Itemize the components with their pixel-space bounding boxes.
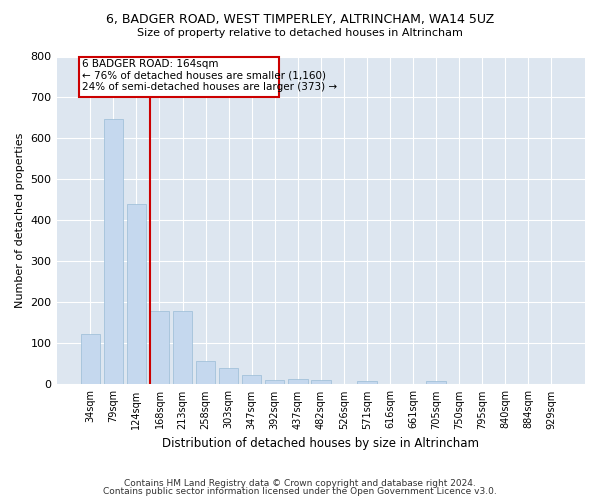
Bar: [426, 381, 446, 384]
Text: Contains public sector information licensed under the Open Government Licence v3: Contains public sector information licen…: [103, 487, 497, 496]
Text: 6, BADGER ROAD, WEST TIMPERLEY, ALTRINCHAM, WA14 5UZ: 6, BADGER ROAD, WEST TIMPERLEY, ALTRINCH…: [106, 12, 494, 26]
Bar: [173, 312, 193, 384]
Bar: [242, 376, 262, 384]
X-axis label: Distribution of detached houses by size in Altrincham: Distribution of detached houses by size …: [162, 437, 479, 450]
Bar: [357, 381, 377, 384]
Bar: [219, 368, 238, 384]
Bar: [311, 380, 331, 384]
Text: 6 BADGER ROAD: 164sqm
← 76% of detached houses are smaller (1,160)
24% of semi-d: 6 BADGER ROAD: 164sqm ← 76% of detached …: [82, 58, 337, 92]
Bar: [196, 361, 215, 384]
Bar: [288, 379, 308, 384]
Bar: [104, 119, 123, 384]
Bar: [149, 312, 169, 384]
Y-axis label: Number of detached properties: Number of detached properties: [15, 133, 25, 308]
Bar: [80, 334, 100, 384]
Text: Contains HM Land Registry data © Crown copyright and database right 2024.: Contains HM Land Registry data © Crown c…: [124, 478, 476, 488]
Bar: [127, 204, 146, 384]
FancyBboxPatch shape: [79, 56, 279, 98]
Bar: [265, 380, 284, 384]
Text: Size of property relative to detached houses in Altrincham: Size of property relative to detached ho…: [137, 28, 463, 38]
